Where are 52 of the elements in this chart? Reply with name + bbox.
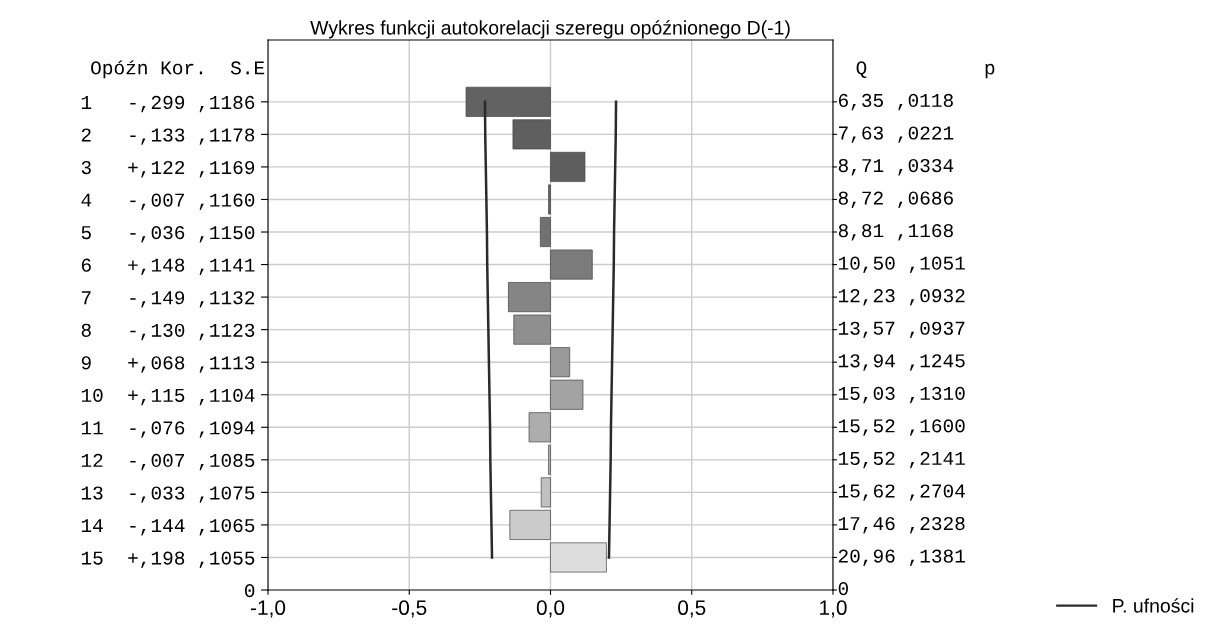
text: 8,72 ,0686 (838, 191, 953, 208)
bar (512, 119, 551, 150)
bar (550, 151, 586, 182)
text: 12,23 ,0932 (838, 289, 965, 306)
y-tick-label: 7 -,149 ,1132 (81, 291, 255, 308)
bar (528, 412, 551, 443)
text: 15,03 ,1310 (838, 386, 965, 404)
text: 6,35 ,0118 (838, 93, 953, 111)
legend-label: P. ufności (1113, 598, 1194, 613)
bar (465, 86, 551, 117)
x-tick-label: 1,0 (820, 600, 847, 618)
text: 8,81 ,1168 (838, 224, 953, 241)
y-tick-label: 4 -,007 ,1160 (81, 193, 255, 210)
y-tick-label: 14 -,144 ,1065 (81, 518, 255, 536)
y-tick-label: 5 -,036 ,1150 (81, 226, 255, 243)
text: 13,57 ,0937 (838, 321, 965, 339)
x-tick-label: 0,5 (678, 600, 706, 618)
y-tick-label: 3 +,122 ,1169 (81, 160, 255, 178)
text: 8,71 ,0334 (838, 158, 954, 176)
text: 20,96 ,1381 (838, 549, 965, 566)
text: Q p (856, 61, 995, 79)
bar (550, 249, 593, 280)
y-tick-label: 2 -,133 ,1178 (81, 128, 255, 145)
text: 15,52 ,1600 (838, 419, 965, 436)
text: 15,62 ,2704 (838, 484, 965, 501)
y-tick-label: 9 +,068 ,1113 (81, 356, 255, 373)
bar (513, 314, 551, 345)
text: 10,50 ,1051 (838, 256, 965, 274)
x-tick-label: 0,0 (536, 600, 565, 618)
text: Opóźn Kor. S.E (91, 60, 265, 79)
y-tick-label: 10 +,115 ,1104 (81, 388, 255, 406)
text: 7,63 ,0221 (839, 126, 954, 143)
chart-title: Wykres funkcji autokorelacji szeregu opóźnionego D(-1) (310, 20, 790, 39)
text: 0 (838, 582, 848, 596)
text: 17,46 ,2328 (838, 516, 965, 534)
y-tick-label: 1 -,299 ,1186 (81, 95, 255, 113)
bar (550, 347, 571, 378)
y-tick-label: 15 +,198 ,1055 (81, 551, 255, 568)
y-tick-label: 6 +,148 ,1141 (81, 258, 255, 276)
y-tick-label: 0 (245, 584, 255, 598)
bar (550, 379, 584, 410)
bar (508, 282, 551, 313)
y-tick-label: 8 -,130 ,1123 (81, 323, 255, 341)
y-tick-label: 11 -,076 ,1094 (81, 421, 255, 438)
bar (539, 217, 551, 248)
x-tick-label: -0,5 (392, 600, 427, 618)
x-tick-label: -1,0 (250, 600, 286, 618)
text: 13,94 ,1245 (838, 354, 965, 371)
bar (550, 542, 607, 573)
y-tick-label: 12 -,007 ,1085 (81, 453, 255, 471)
y-tick-label: 13 -,033 ,1075 (81, 486, 255, 503)
text: 15,52 ,2141 (838, 451, 965, 469)
